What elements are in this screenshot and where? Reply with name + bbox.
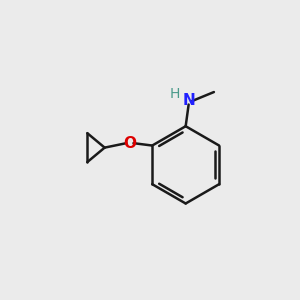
Text: N: N [182,94,195,109]
Text: O: O [123,136,136,151]
Text: H: H [170,86,181,100]
